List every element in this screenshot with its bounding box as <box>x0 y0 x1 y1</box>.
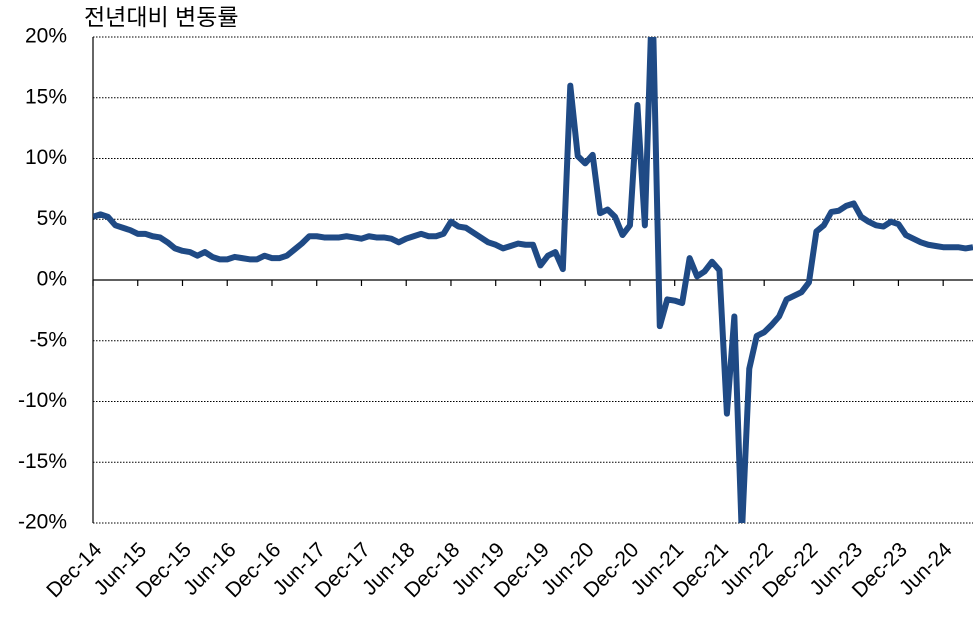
chart-title: 전년대비 변동률 <box>84 4 239 30</box>
line-series <box>93 37 973 523</box>
y-tick-label: 5% <box>37 207 67 230</box>
y-tick-label: 0% <box>37 268 67 291</box>
y-tick-label: -10% <box>18 389 67 412</box>
y-tick-label: -15% <box>18 450 67 473</box>
y-tick-label: -5% <box>30 328 67 351</box>
x-tick-label: Dec-14 <box>42 538 106 602</box>
y-tick-label: 15% <box>25 85 67 108</box>
y-tick-label: -20% <box>18 511 67 534</box>
y-tick-label: 10% <box>25 146 67 169</box>
y-tick-label: 20% <box>25 25 67 48</box>
